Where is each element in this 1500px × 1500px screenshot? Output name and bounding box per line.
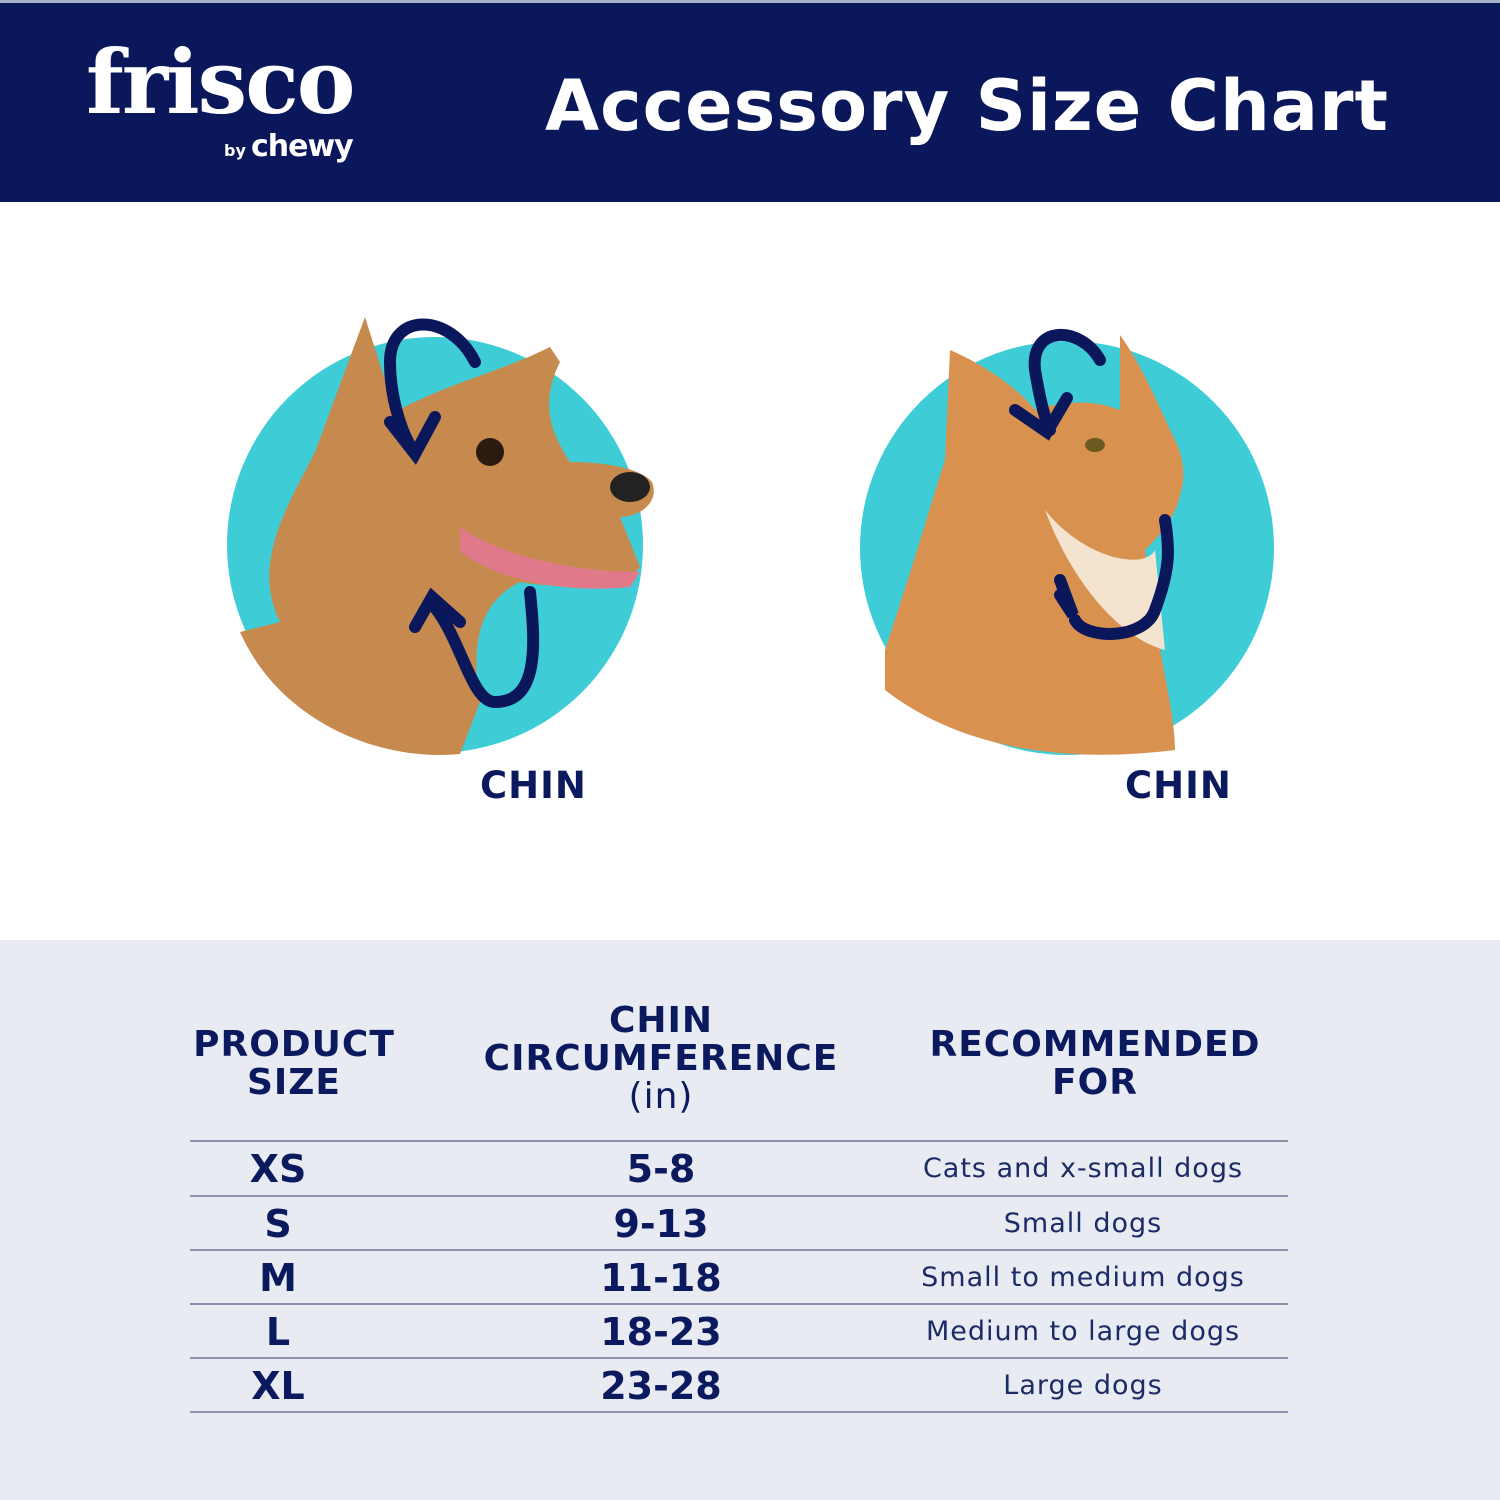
dog-nose — [610, 472, 650, 502]
cell-chin: 11-18 — [600, 1256, 722, 1300]
cell-chin: 9-13 — [613, 1202, 709, 1246]
cell-recommended: Small dogs — [1003, 1208, 1163, 1239]
dog-eye — [476, 438, 504, 466]
cell-recommended: Large dogs — [1003, 1370, 1163, 1401]
logo-by: by — [224, 141, 246, 160]
divider — [190, 1411, 1288, 1413]
cat-shape — [885, 335, 1184, 755]
dog-head — [240, 317, 654, 755]
dog-chin-label: CHIN — [480, 764, 587, 807]
table-row: XL 23-28 Large dogs — [190, 1359, 1288, 1413]
divider — [190, 1195, 1288, 1197]
logo-byline: by chewy — [224, 129, 354, 164]
header-banner: frisco by chewy Accessory Size Chart — [0, 0, 1500, 202]
cell-size: L — [265, 1310, 291, 1354]
cat-eye — [1085, 438, 1105, 452]
header-line: FOR — [1052, 1062, 1138, 1103]
page-title: Accessory Size Chart — [545, 65, 1390, 147]
table-row: M 11-18 Small to medium dogs — [190, 1251, 1288, 1305]
table-row: XS 5-8 Cats and x-small dogs — [190, 1142, 1288, 1196]
cat-chest — [1045, 510, 1165, 650]
header-line: SIZE — [246, 1062, 342, 1103]
cell-recommended: Medium to large dogs — [925, 1316, 1241, 1347]
header-recommended-for: RECOMMENDED FOR — [895, 1026, 1295, 1102]
cat-head — [885, 335, 1184, 755]
divider — [190, 1140, 1288, 1142]
cell-size: XL — [251, 1364, 305, 1408]
cell-chin: 23-28 — [600, 1364, 722, 1408]
logo-wordmark: frisco — [86, 30, 355, 134]
dog-tongue — [460, 527, 640, 589]
table-row: L 18-23 Medium to large dogs — [190, 1305, 1288, 1359]
cell-chin: 5-8 — [626, 1147, 696, 1191]
divider — [190, 1357, 1288, 1359]
divider — [190, 1303, 1288, 1305]
header-line: PRODUCT — [193, 1024, 395, 1065]
header-line: CHIN — [608, 1000, 714, 1041]
size-table: PRODUCT SIZE CHIN CIRCUMFERENCE (in) REC… — [0, 940, 1500, 1500]
cell-recommended: Cats and x-small dogs — [922, 1153, 1244, 1184]
cell-size: M — [259, 1256, 297, 1300]
table-row: S 9-13 Small dogs — [190, 1197, 1288, 1251]
header-product-size: PRODUCT SIZE — [190, 1026, 398, 1102]
divider — [190, 1249, 1288, 1251]
cell-chin: 18-23 — [600, 1310, 722, 1354]
cat-illustration — [860, 329, 1274, 755]
frisco-logo: frisco by chewy — [86, 30, 355, 164]
dog-shape — [240, 317, 654, 755]
cell-recommended: Small to medium dogs — [921, 1262, 1245, 1293]
measure-arrows-icon — [383, 318, 540, 709]
header-line: RECOMMENDED — [929, 1024, 1261, 1065]
dog-illustration — [227, 317, 654, 755]
cell-size: S — [264, 1202, 292, 1246]
measurement-illustrations: CHIN CHIN — [0, 202, 1500, 940]
header-unit: (in) — [628, 1076, 694, 1117]
cat-chin-label: CHIN — [1125, 764, 1232, 807]
measure-arrows-icon — [1009, 329, 1174, 640]
logo-chewy: chewy — [250, 129, 354, 164]
header-line: CIRCUMFERENCE — [483, 1038, 839, 1079]
header-chin-circumference: CHIN CIRCUMFERENCE (in) — [461, 1002, 861, 1116]
cell-size: XS — [249, 1147, 307, 1191]
